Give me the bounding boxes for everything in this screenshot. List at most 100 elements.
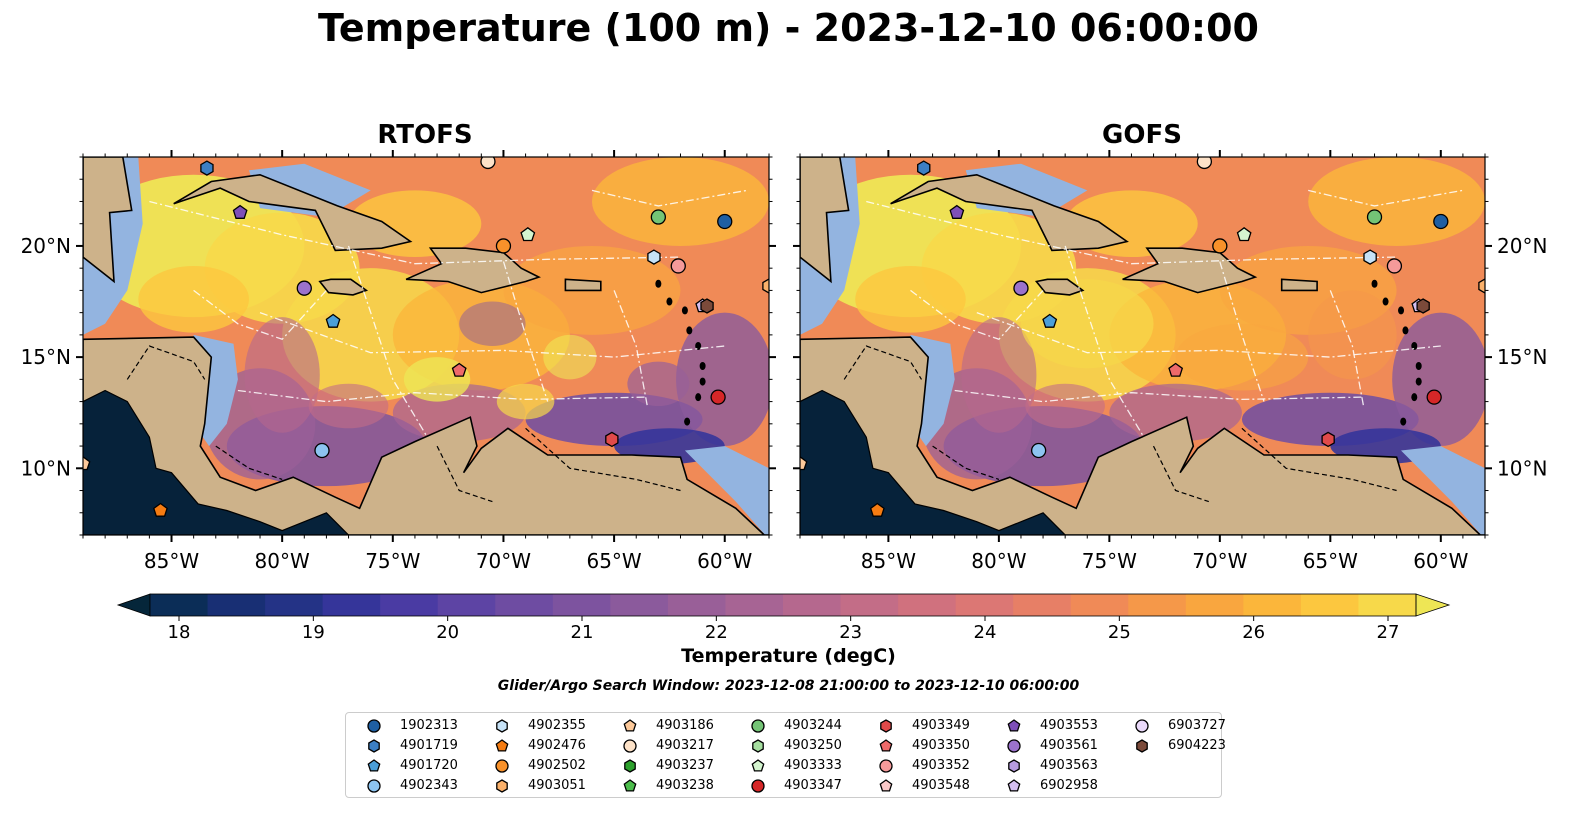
legend-marker-circle — [1007, 739, 1021, 753]
colorbar-tick-label: 22 — [705, 622, 728, 640]
colorbar-segment — [667, 594, 726, 616]
legend-marker-circle — [879, 759, 893, 773]
legend-label: 6903727 — [1168, 718, 1226, 733]
island — [1402, 326, 1409, 335]
temperature-patch — [627, 361, 690, 407]
island — [666, 297, 673, 306]
legend-marker-hexagon — [1008, 759, 1020, 773]
colorbar-segment — [783, 594, 842, 616]
float-marker-4902343 — [1030, 442, 1047, 459]
lat-tick-label: 15°N — [21, 345, 71, 369]
float-marker-4903333 — [1236, 226, 1252, 242]
float-marker-4902355 — [1363, 249, 1377, 265]
pacific-ocean — [83, 389, 350, 535]
legend-label: 6904223 — [1168, 738, 1226, 753]
legend-label: 4903563 — [1040, 758, 1098, 773]
float-marker-4901719 — [200, 160, 214, 176]
float-marker-4903561 — [296, 280, 312, 296]
landmass — [173, 173, 413, 252]
eez-boundary — [1329, 290, 1365, 407]
lat-tick-label: 20°N — [21, 234, 71, 258]
lon-tick-label: 65°W — [586, 549, 641, 573]
legend-label: 4902355 — [528, 718, 586, 733]
float-marker-4903051 — [762, 278, 769, 294]
legend-marker-pentagon — [623, 779, 637, 792]
legend-label: 6902958 — [1040, 778, 1098, 793]
eez-boundary — [502, 261, 549, 402]
legend-marker-circle — [367, 719, 381, 733]
island — [1415, 362, 1422, 371]
temperature-patch — [855, 265, 966, 333]
island — [695, 342, 702, 350]
float-marker-1902313 — [717, 213, 733, 230]
eez-boundary — [193, 289, 327, 341]
float-marker-4903352 — [1386, 258, 1403, 274]
main-title: Temperature (100 m) - 2023-12-10 06:00:0… — [317, 6, 1259, 50]
lon-tick-label: 85°W — [861, 549, 916, 573]
float-marker-4902476 — [153, 502, 168, 517]
float-marker-4903553 — [949, 204, 965, 219]
lat-tick-label: 10°N — [1497, 456, 1547, 480]
colorbar-extend-high — [1415, 593, 1451, 617]
float-marker-4901719 — [917, 160, 931, 176]
eez-boundary — [1308, 189, 1464, 207]
island — [655, 279, 662, 288]
lat-tick-label: 15°N — [1497, 345, 1547, 369]
legend-marker-hexagon — [624, 759, 636, 773]
landmass — [890, 173, 1129, 252]
colorbar-segment — [840, 594, 899, 616]
legend-label: 4903548 — [912, 778, 970, 793]
colorbar-tick-label: 24 — [974, 622, 997, 640]
panel-title-gofs: GOFS — [1102, 120, 1182, 150]
border-line — [843, 345, 923, 380]
float-legend: 1902313 4901719 4901720 4902343 4902355 49024… — [345, 712, 1226, 798]
legend-label: 4903238 — [656, 778, 714, 793]
colorbar-segment — [1358, 594, 1417, 616]
colorbar-extend-low — [116, 593, 151, 617]
eez-boundary — [866, 200, 1397, 265]
landmass — [800, 336, 1485, 535]
border-line — [1152, 445, 1209, 503]
lon-tick-label: 60°W — [697, 549, 752, 573]
colorbar-segment — [322, 594, 381, 616]
legend-marker-pentagon — [879, 739, 893, 752]
temperature-patch — [1308, 290, 1397, 380]
colorbar-tick-label: 21 — [571, 622, 594, 640]
colorbar-segment — [898, 594, 957, 616]
legend-label: 4903349 — [912, 718, 970, 733]
colorbar-tick-label: 18 — [168, 622, 191, 640]
legend-label: 4903333 — [784, 758, 842, 773]
legend-label: 4903561 — [1040, 738, 1098, 753]
temperature-patch — [244, 317, 320, 433]
colorbar-tick-label: 23 — [839, 622, 862, 640]
temperature-patch — [496, 383, 555, 420]
temperature-patch — [1308, 157, 1485, 246]
colorbar-segment — [725, 594, 784, 616]
island — [681, 306, 688, 315]
temperature-patch — [543, 334, 597, 380]
float-marker-4902343 — [314, 442, 330, 459]
float-marker-4903244 — [1366, 209, 1383, 225]
island — [1415, 377, 1422, 386]
island — [1398, 306, 1405, 315]
float-marker-4903350 — [1168, 362, 1184, 377]
lon-tick-label: 75°W — [1082, 549, 1137, 573]
legend-label: 4902343 — [400, 778, 458, 793]
float-marker-4901720 — [1042, 313, 1058, 328]
colorbar-tick-label: 26 — [1242, 622, 1265, 640]
float-marker-4903347 — [1426, 389, 1442, 405]
float-marker-4903244 — [650, 209, 667, 225]
map-frame — [799, 156, 1486, 536]
legend-label: 4903553 — [1040, 718, 1098, 733]
island — [1411, 342, 1418, 350]
float-marker-4903333 — [520, 226, 536, 242]
colorbar-label: Temperature (degC) — [681, 645, 896, 667]
map-panel-gofs — [800, 157, 1485, 535]
legend-marker-pentagon — [751, 759, 765, 772]
float-marker-4903347 — [710, 389, 726, 405]
float-marker-4902476 — [869, 502, 885, 517]
eez-boundary — [237, 389, 648, 403]
colorbar-segment — [150, 594, 209, 616]
island — [1400, 417, 1407, 426]
map-panels: 85°W 80°W 75°W 70°W 65°W 60°W 10°N 15°N 20°N 85°W… — [21, 150, 1547, 640]
